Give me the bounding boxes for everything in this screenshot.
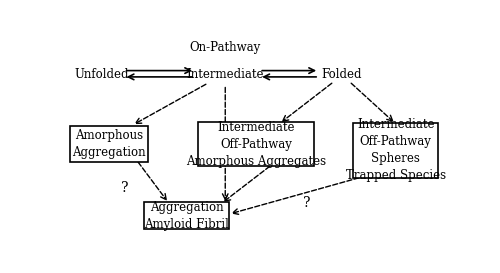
Text: Amorphous
Aggregation: Amorphous Aggregation [72,129,146,159]
Text: Folded: Folded [321,68,362,81]
Text: ?: ? [303,196,310,210]
Text: Intermediate: Intermediate [186,68,264,81]
Bar [144,202,229,229]
Bar [353,123,438,178]
Text: Intermediate
Off-Pathway
Amorphous Aggregates: Intermediate Off-Pathway Amorphous Aggre… [186,121,326,168]
Text: Intermediate
Off-Pathway
Spheres
Trapped Species: Intermediate Off-Pathway Spheres Trapped… [346,118,446,182]
Text: On-Pathway: On-Pathway [190,41,261,54]
Text: Aggregation
Amyloid Fibril: Aggregation Amyloid Fibril [144,201,229,231]
Text: Unfolded: Unfolded [74,68,128,81]
Text: ?: ? [121,181,128,195]
Bar [70,126,148,162]
Bar [198,122,314,166]
